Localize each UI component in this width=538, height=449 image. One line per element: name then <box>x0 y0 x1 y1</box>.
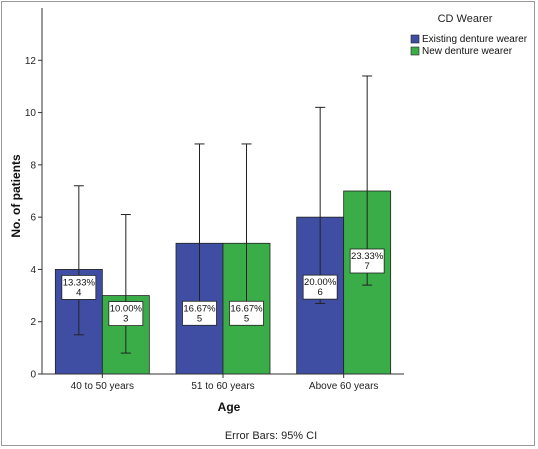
data-label-box <box>302 274 338 300</box>
footer-note: Error Bars: 95% CI <box>225 430 317 442</box>
data-label-box <box>108 301 144 326</box>
data-label-count: 3 <box>123 314 128 325</box>
legend: CD Wearer Existing denture wearer New de… <box>410 13 528 57</box>
data-label-box <box>229 300 264 326</box>
error-bars <box>73 75 373 354</box>
y-tick-label: 2 <box>30 317 36 328</box>
data-label-count: 4 <box>76 287 81 298</box>
legend-title: CD Wearer <box>438 13 493 25</box>
legend-label-new: New denture wearer <box>422 46 513 57</box>
data-label-percent: 13.33% <box>63 277 96 288</box>
x-tick-label: Above 60 years <box>309 381 379 392</box>
data-label-box <box>349 248 385 274</box>
legend-label-existing: Existing denture wearer <box>422 34 528 45</box>
legend-swatch-existing <box>410 34 420 44</box>
y-tick-label: 8 <box>30 160 36 171</box>
data-label-box <box>61 275 97 300</box>
data-label-percent: 16.67% <box>183 303 216 314</box>
y-tick-label: 6 <box>30 213 36 224</box>
x-tick-label: 51 to 60 years <box>191 381 254 392</box>
data-label-count: 6 <box>318 287 323 298</box>
data-label-count: 7 <box>365 261 370 272</box>
x-tick-label: 40 to 50 years <box>71 381 134 392</box>
data-labels: 13.33%410.00%316.67%516.67%520.00%623.33… <box>61 248 385 326</box>
data-label-percent: 16.67% <box>230 303 263 314</box>
x-axis-title: Age <box>218 400 241 414</box>
data-label-percent: 20.00% <box>304 277 337 288</box>
x-axis-ticks: 40 to 50 years 51 to 60 years Above 60 yea… <box>71 374 379 392</box>
bars <box>54 190 392 375</box>
y-axis-title: No. of patients <box>9 154 23 238</box>
data-label-percent: 10.00% <box>110 304 143 315</box>
y-tick-label: 4 <box>30 265 36 276</box>
data-label-count: 5 <box>197 313 202 324</box>
data-label-percent: 23.33% <box>351 251 384 262</box>
y-tick-label: 12 <box>25 56 37 67</box>
legend-swatch-new <box>410 46 420 56</box>
y-tick-label: 0 <box>30 370 36 381</box>
y-axis-ticks: 0 2 4 6 8 10 12 <box>25 56 42 381</box>
axes <box>41 8 404 375</box>
data-label-count: 5 <box>244 313 249 324</box>
y-tick-label: 10 <box>25 108 37 119</box>
data-label-box <box>182 300 217 326</box>
